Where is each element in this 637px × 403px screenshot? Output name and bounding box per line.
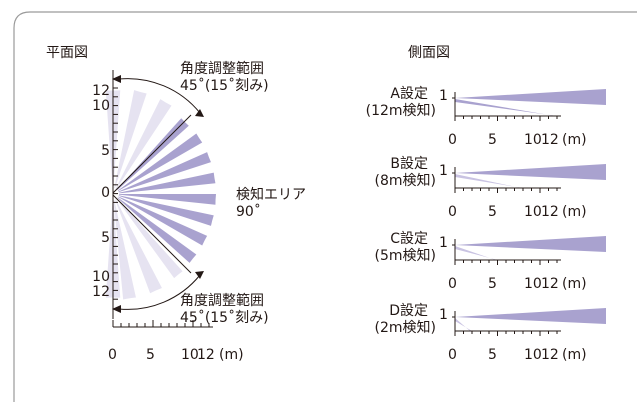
- side-panel-b: [452, 164, 606, 193]
- panel-b-range: (8m検知): [374, 173, 436, 189]
- panel-b-x-0: 0: [448, 204, 457, 220]
- panel-c-x-0: 0: [448, 276, 457, 292]
- detection-zone-sector-12: [116, 198, 183, 279]
- side-view-title: 側面図: [408, 45, 450, 61]
- panel-c-x-12: 12: [541, 276, 559, 292]
- panel-d-setting: D設定: [389, 303, 428, 319]
- side-panel-c: [452, 236, 606, 265]
- panel-a-setting: A設定: [390, 86, 428, 102]
- angle-range-arc-bottom: [118, 274, 201, 310]
- panel-d-x-12: 12: [541, 347, 559, 363]
- arc-arrowhead-top-right: [195, 109, 204, 117]
- panel-a-x-12: 12: [541, 132, 559, 148]
- plan-x-ticks: [112, 320, 210, 327]
- panel-b-x-5: 5: [488, 204, 497, 220]
- detection-zone-sector-11: [117, 197, 197, 263]
- detection-zone-sector-6: [118, 152, 211, 193]
- plan-x-unit: (m): [219, 347, 244, 363]
- lower-beam: [455, 246, 498, 260]
- plan-view-title: 平面図: [46, 45, 88, 61]
- panel-c-y-tick: 1: [439, 235, 448, 251]
- panel-c-setting: C設定: [390, 231, 428, 247]
- panel-a-x-5: 5: [488, 132, 497, 148]
- angle-note-bottom-line1: 角度調整範囲: [180, 293, 264, 309]
- detection-zone-sector-10: [118, 196, 208, 246]
- plan-y-label-0: 0: [101, 185, 110, 201]
- plan-x-label-10: 10: [181, 347, 199, 363]
- plan-y-ticks: [113, 87, 118, 300]
- panel-c-unit: (m): [562, 276, 587, 292]
- detection-zone-sector-5: [117, 133, 203, 191]
- arc-arrowhead-top-left: [112, 75, 121, 83]
- angle-range-arc-top: [118, 78, 201, 114]
- panel-b-x-10: 10: [524, 204, 542, 220]
- detection-zone-sector-4: [117, 118, 189, 190]
- detection-area-line2: 90˚: [236, 204, 261, 220]
- detection-area-line1: 検知エリア: [236, 187, 306, 203]
- panel-d-x-10: 10: [524, 347, 542, 363]
- panel-a-x-0: 0: [448, 132, 457, 148]
- angle-note-top-line1: 角度調整範囲: [180, 61, 264, 77]
- angle-note-bottom-line2: 45˚(15˚刻み): [180, 310, 269, 326]
- boundary-line-top: [112, 114, 192, 194]
- panel-c-x-5: 5: [488, 276, 497, 292]
- detection-zone-sector-8: [118, 194, 216, 205]
- panel-c-range: (5m検知): [374, 248, 436, 264]
- detection-zone-sector-2: [114, 90, 147, 189]
- plan-y-label-10-bottom: 10: [92, 269, 110, 285]
- panel-a-range: (12m検知): [365, 103, 436, 119]
- detection-zone-sector-9: [118, 195, 214, 226]
- angle-note-top-line2: 45˚(15˚刻み): [180, 78, 269, 94]
- panel-a-unit: (m): [562, 132, 587, 148]
- arc-arrowhead-bottom-left: [112, 305, 121, 313]
- arc-arrowhead-bottom-right: [195, 271, 204, 279]
- boundary-line-bottom: [112, 194, 192, 274]
- plan-y-label-12-bottom: 12: [92, 284, 110, 300]
- side-panel-d: [452, 308, 606, 336]
- panel-b-y-tick: 1: [439, 163, 448, 179]
- plan-x-label-0: 0: [108, 347, 117, 363]
- panel-b-setting: B設定: [390, 156, 428, 172]
- upper-beam: [455, 236, 606, 252]
- plan-x-label-12: 12: [197, 347, 215, 363]
- panel-d-x-5: 5: [488, 347, 497, 363]
- detection-zone-sector-14: [113, 199, 136, 300]
- lower-beam: [455, 174, 523, 188]
- plan-x-label-5: 5: [146, 347, 155, 363]
- detection-zone-sector-7: [118, 172, 216, 194]
- plan-y-label-10-top: 10: [92, 98, 110, 114]
- upper-beam: [455, 164, 606, 180]
- plan-y-label-5-bottom: 5: [101, 230, 110, 246]
- panel-d-x-0: 0: [448, 347, 457, 363]
- upper-beam: [455, 89, 606, 105]
- plan-y-label-5-top: 5: [101, 143, 110, 159]
- detection-zone-sector-13: [115, 199, 162, 294]
- panel-a-x-10: 10: [524, 132, 542, 148]
- panel-b-x-12: 12: [541, 204, 559, 220]
- panel-a-y-tick: 1: [439, 88, 448, 104]
- side-panel-a: [452, 89, 606, 121]
- lower-beam: [455, 318, 472, 331]
- panel-d-unit: (m): [562, 347, 587, 363]
- panel-d-y-tick: 1: [439, 307, 448, 323]
- detection-zone-sector-3: [115, 99, 172, 189]
- detection-fan: [105, 90, 216, 300]
- panel-b-unit: (m): [562, 204, 587, 220]
- upper-beam: [455, 308, 606, 324]
- panel-d-range: (2m検知): [374, 320, 436, 336]
- panel-c-x-10: 10: [524, 276, 542, 292]
- plan-y-label-12-top: 12: [92, 83, 110, 99]
